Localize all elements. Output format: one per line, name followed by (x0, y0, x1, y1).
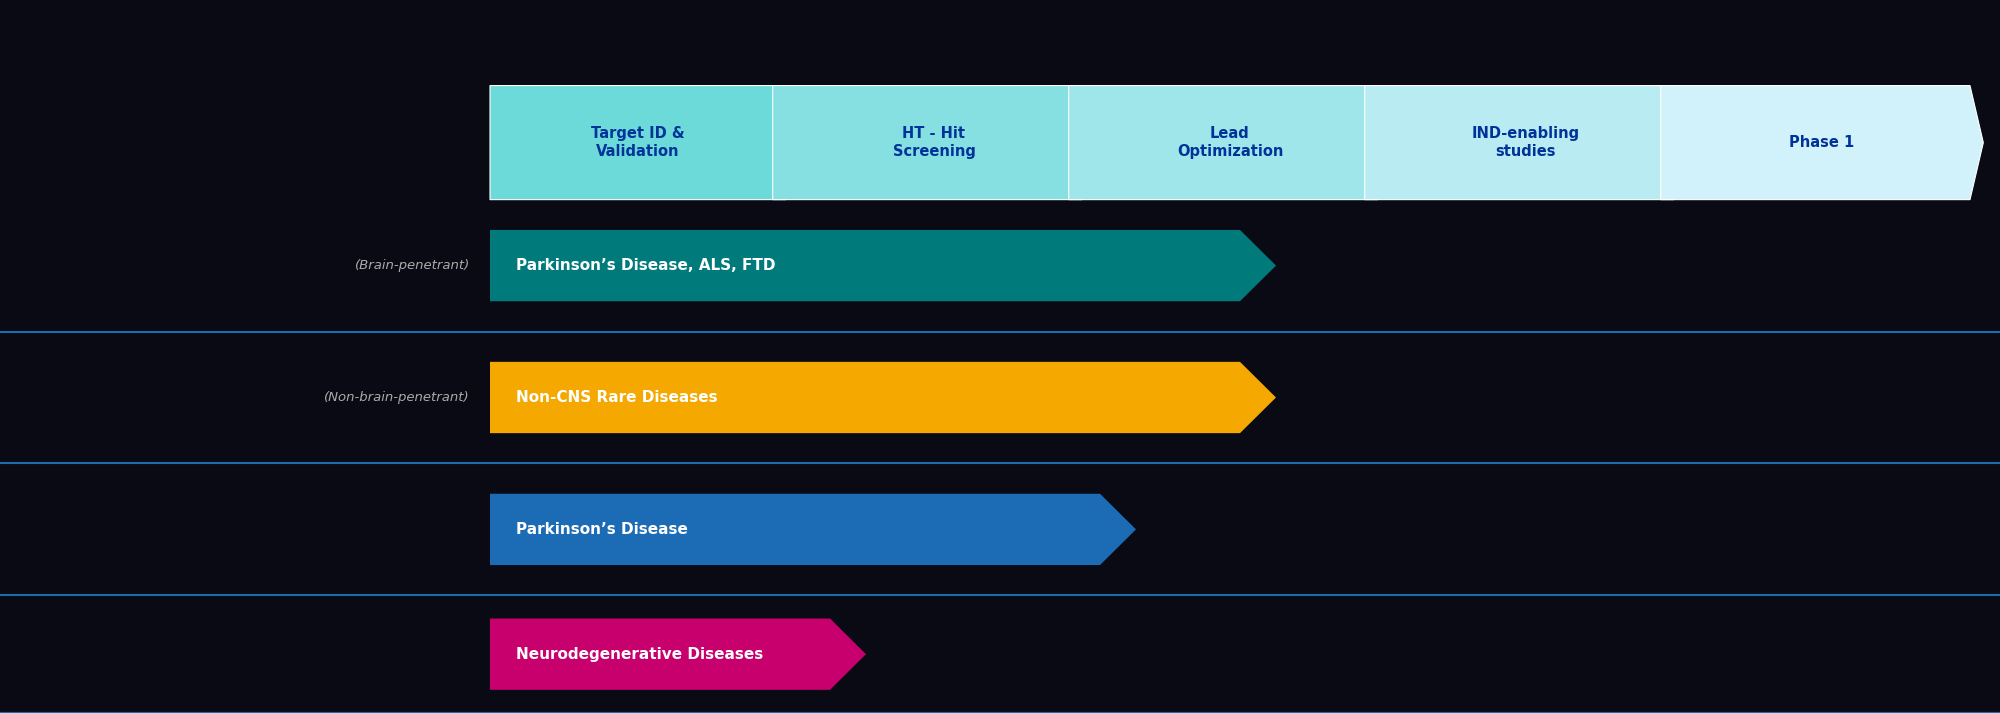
Polygon shape (490, 362, 1276, 433)
Text: HT - Hit
Screening: HT - Hit Screening (892, 126, 976, 159)
Text: Neurodegenerative Diseases: Neurodegenerative Diseases (516, 647, 764, 662)
Text: Lead
Optimization: Lead Optimization (1176, 126, 1284, 159)
Text: (Brain-penetrant): (Brain-penetrant) (354, 259, 470, 272)
Text: Non-CNS Rare Diseases: Non-CNS Rare Diseases (516, 390, 718, 405)
Text: Target ID &
Validation: Target ID & Validation (592, 126, 684, 159)
Text: Parkinson’s Disease: Parkinson’s Disease (516, 522, 688, 537)
Polygon shape (1364, 86, 1688, 200)
Polygon shape (490, 493, 1136, 565)
Polygon shape (490, 86, 800, 200)
Polygon shape (490, 230, 1276, 302)
Text: Phase 1: Phase 1 (1790, 135, 1854, 150)
Text: (Non-brain-penetrant): (Non-brain-penetrant) (324, 391, 470, 404)
Polygon shape (772, 86, 1096, 200)
Polygon shape (1660, 86, 1984, 200)
Polygon shape (1068, 86, 1392, 200)
Polygon shape (490, 618, 866, 690)
Text: IND-enabling
studies: IND-enabling studies (1472, 126, 1580, 159)
Text: Parkinson’s Disease, ALS, FTD: Parkinson’s Disease, ALS, FTD (516, 258, 776, 273)
